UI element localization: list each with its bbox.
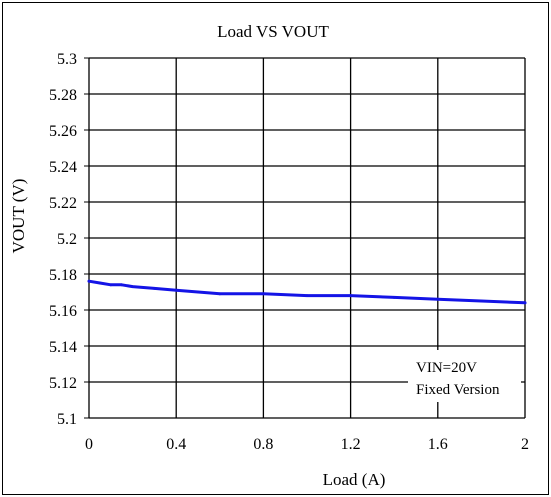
x-axis-label: Load (A) [323, 470, 386, 489]
grid [84, 57, 526, 419]
y-tick-label: 5.14 [49, 339, 77, 356]
y-tick-label: 5.12 [49, 375, 77, 392]
x-tick-label: 0 [85, 436, 93, 453]
data-point [174, 288, 178, 292]
data-point [218, 292, 222, 296]
y-tick-label: 5.1 [57, 411, 77, 428]
x-tick-label: 1.2 [341, 436, 361, 453]
y-tick-label: 5.22 [49, 195, 77, 212]
y-tick-label: 5.16 [49, 303, 77, 320]
y-axis-label: VOUT (V) [9, 179, 28, 254]
x-tick-label: 1.6 [428, 436, 448, 453]
data-point [262, 292, 265, 296]
annotation-background [408, 350, 521, 402]
data-point [305, 294, 309, 297]
data-point [392, 296, 396, 299]
data-point [153, 287, 156, 290]
data-point [349, 294, 352, 297]
annotation-line-2: Fixed Version [416, 382, 500, 398]
data-point [87, 279, 91, 283]
data-point [131, 285, 135, 288]
data-point [523, 301, 527, 305]
series-line [87, 279, 527, 305]
y-tick-label: 5.24 [49, 159, 77, 176]
data-point [196, 290, 200, 294]
y-tick-label: 5.18 [49, 267, 77, 284]
data-point [480, 299, 483, 303]
chart-title: Load VS VOUT [217, 22, 329, 41]
x-tick-label: 2 [521, 436, 529, 453]
tick-labels: 5.1 5.12 5.14 5.16 5.18 5.2 5.22 5.24 5.26 5.28 5.… [49, 51, 529, 453]
plot-area [87, 279, 527, 305]
x-tick-label: 0.4 [166, 436, 186, 453]
x-tick-label: 0.8 [253, 436, 273, 453]
y-tick-label: 5.2 [57, 231, 77, 248]
data-point [436, 297, 440, 301]
y-tick-label: 5.26 [49, 123, 77, 140]
data-point [98, 281, 102, 285]
annotation-box: VIN=20V Fixed Version [408, 350, 521, 402]
annotation-line-1: VIN=20V [416, 360, 477, 376]
y-tick-label: 5.28 [49, 87, 77, 104]
chart-svg: Load VS VOUT VOUT (V) Load (A) 5.15.125.… [9, 22, 529, 489]
data-point [120, 283, 124, 287]
y-tick-label: 5.3 [57, 51, 77, 68]
data-point [109, 283, 113, 287]
